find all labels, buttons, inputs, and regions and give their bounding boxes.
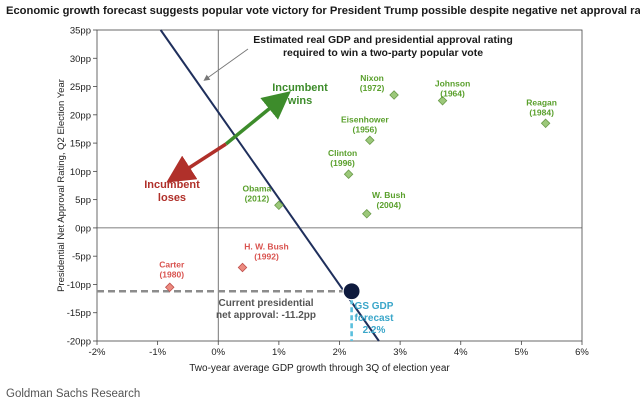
y-tick-label: 35pp [70, 26, 91, 37]
line-annotation-1: Estimated real GDP and presidential appr… [253, 34, 512, 46]
loses-label-1: Incumbent [144, 179, 200, 191]
point-name: Clinton [328, 148, 357, 158]
gdp-label-2: forecast [355, 313, 395, 324]
point-year: (1956) [353, 124, 378, 134]
x-tick-label: 2% [333, 347, 347, 358]
x-tick-label: 6% [575, 347, 589, 358]
y-axis-label: Presidential Net Approval Rating, Q2 Ele… [56, 79, 67, 292]
point-year: (1996) [330, 158, 355, 168]
y-tick-label: -15pp [67, 308, 91, 319]
data-point [274, 200, 284, 211]
point-name: Johnson [435, 79, 470, 89]
data-point [437, 95, 448, 106]
y-tick-label: -20pp [67, 337, 91, 348]
y-tick-label: 15pp [70, 139, 91, 150]
axes: -2% -1% 0% 1% 2% 3% 4% 5% 6% -20pp -15pp -10pp -5pp 0… [56, 26, 589, 375]
x-tick-label: 3% [393, 347, 407, 358]
point-year: (1980) [159, 269, 184, 279]
approval-label-1: Current presidential [218, 298, 313, 309]
loses-label-2: loses [158, 192, 186, 204]
gdp-label-3: 2.2% [363, 325, 386, 336]
source-label: Goldman Sachs Research [6, 388, 141, 400]
y-tick-label: 20pp [70, 110, 91, 121]
data-point [365, 135, 375, 146]
threshold-line [159, 29, 380, 342]
y-tick-label: 10pp [70, 167, 91, 178]
wins-label-2: wins [287, 95, 312, 107]
x-tick-label: 1% [272, 347, 286, 358]
point-name: Obama [242, 183, 271, 193]
y-tick-label: 0pp [75, 223, 91, 234]
point-name: Eisenhower [341, 114, 389, 124]
x-axis-label: Two-year average GDP growth through 3Q o… [189, 363, 450, 374]
point-year: (2012) [245, 193, 270, 203]
loses-arrow [166, 142, 227, 183]
point-name: Carter [159, 259, 185, 269]
y-tick-label: 5pp [75, 195, 91, 206]
y-tick-label: -5pp [72, 252, 91, 263]
x-tick-label: -1% [149, 347, 166, 358]
y-tick-label: 25pp [70, 82, 91, 93]
point-year: (2004) [376, 200, 401, 210]
point-name: W. Bush [372, 190, 406, 200]
current-point [342, 282, 361, 301]
x-tick-label: 0% [211, 347, 225, 358]
point-year: (1992) [254, 251, 279, 261]
point-name: Nixon [360, 73, 384, 83]
chart-title: Economic growth forecast suggests popula… [6, 5, 640, 17]
annotations: Estimated real GDP and presidential appr… [144, 34, 513, 336]
annotation-pointer [203, 48, 249, 81]
line-annotation-2: required to win a two-party popular vote [283, 47, 483, 59]
data-point [164, 282, 175, 293]
wins-arrow [224, 91, 291, 146]
data-layer: Nixon(1972) Johnson(1964) Reagan(1984) Eise… [97, 29, 557, 342]
point-year: (1984) [529, 107, 554, 117]
point-name: Reagan [526, 97, 557, 107]
point-name: H. W. Bush [244, 241, 288, 251]
data-point [237, 262, 248, 273]
point-year: (1972) [360, 83, 385, 93]
x-tick-label: -2% [89, 347, 106, 358]
y-tick-label: -10pp [67, 280, 91, 291]
point-year: (1964) [440, 89, 465, 99]
x-tick-label: 4% [454, 347, 468, 358]
data-point [362, 209, 372, 219]
wins-label-1: Incumbent [272, 82, 328, 94]
y-tick-label: 30pp [70, 54, 91, 65]
data-point [343, 169, 354, 179]
data-point [389, 90, 399, 100]
data-point [540, 118, 551, 129]
x-tick-label: 5% [515, 347, 529, 358]
approval-label-2: net approval: -11.2pp [216, 310, 316, 321]
gdp-label-1: GS GDP [355, 301, 394, 312]
